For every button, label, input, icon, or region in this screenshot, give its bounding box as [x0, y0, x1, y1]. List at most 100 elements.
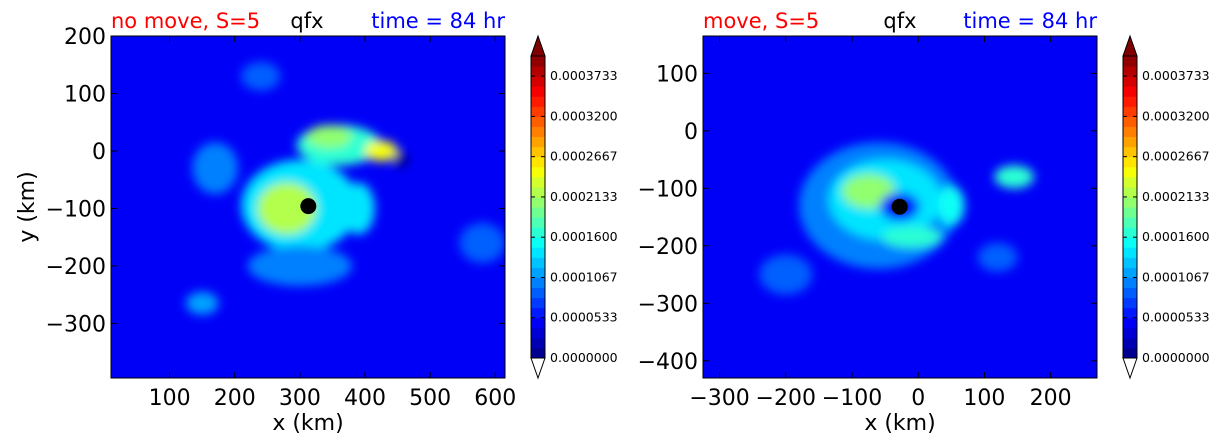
colorbar-level-1: [1123, 337, 1137, 349]
colorbar-level-7: [531, 277, 545, 289]
contour-blob-6: [994, 165, 1035, 189]
left-contour-field: [185, 61, 505, 315]
left-eye-marker: [300, 198, 317, 215]
y-tick-label: 0: [684, 120, 698, 145]
y-tick-label: 100: [64, 82, 106, 107]
colorbar-level-6: [1123, 287, 1137, 299]
contour-blob-2: [842, 173, 896, 209]
colorbar-level-28: [531, 66, 545, 77]
colorbar-level-15: [531, 196, 545, 208]
panel-left: 100 200 300 400 500 600 200 100 0 −100 −200 −300 no…: [15, 9, 516, 436]
colorbar-level-3: [531, 317, 545, 329]
colorbar-level-19: [1123, 156, 1137, 168]
contour-blob-4: [881, 226, 942, 248]
colorbar-level-5: [531, 297, 545, 309]
colorbar-level-22: [1123, 126, 1137, 138]
contour-blob-8: [247, 245, 352, 287]
right-colorbar-min-arrow: [1122, 357, 1138, 380]
contour-blob-4: [306, 125, 352, 149]
colorbar-level-16: [531, 186, 545, 198]
right-title-field: qfx: [883, 9, 916, 33]
colorbar-level-1: [531, 337, 545, 349]
colorbar-level-10: [531, 247, 545, 258]
left-plot-frame: [110, 35, 506, 379]
colorbar-level-7: [1123, 277, 1137, 289]
colorbar-level-20: [531, 146, 545, 158]
x-tick-label: −300: [689, 386, 749, 411]
contour-blob-7: [977, 242, 1018, 272]
right-plot-frame: [702, 35, 1098, 379]
colorbar-level-11: [1123, 237, 1137, 248]
contour-blob-5: [938, 185, 965, 226]
colorbar-level-11: [531, 237, 545, 248]
colorbar-level-4: [1123, 307, 1137, 319]
y-tick-label: 0: [92, 140, 106, 165]
x-tick-label: 200: [1030, 386, 1072, 411]
left-title-field: qfx: [290, 9, 323, 33]
colorbar-level-13: [531, 217, 545, 228]
colorbar-level-28: [1123, 66, 1137, 77]
y-tick-label: −200: [46, 255, 106, 280]
colorbar-tick-label: 0.0000533: [550, 310, 618, 325]
colorbar-level-22: [531, 126, 545, 138]
colorbar-level-21: [531, 136, 545, 148]
x-tick-label: −100: [822, 386, 882, 411]
colorbar-level-12: [531, 227, 545, 238]
colorbar-level-18: [531, 166, 545, 178]
colorbar-level-9: [1123, 257, 1137, 268]
contour-blob-5: [364, 140, 398, 162]
contour-blob-9: [192, 142, 238, 195]
colorbar-level-3: [1123, 317, 1137, 329]
colorbar-level-10: [1123, 247, 1137, 258]
colorbar-level-17: [531, 176, 545, 188]
colorbar-tick-label: 0.0003733: [1142, 68, 1210, 83]
contour-blob-11: [241, 61, 281, 91]
panel-right: −300 −200 −100 0 100 2001000−100−200−300−400 …: [638, 9, 1098, 436]
colorbar-tick-label: 0.0000000: [550, 350, 618, 365]
contour-blob-12: [459, 222, 505, 264]
right-eye-marker: [891, 198, 908, 215]
left-axes-ticks: 100 200 300 400 500 600 200 100 0 −100 −200 −300: [46, 25, 517, 411]
contour-blob-7: [342, 182, 375, 235]
colorbar-level-2: [1123, 327, 1137, 339]
left-y-axis-label: y (km): [15, 171, 40, 242]
left-title-condition: no move, S=5: [111, 9, 260, 33]
colorbar-level-5: [1123, 297, 1137, 309]
colorbar-level-24: [531, 106, 545, 117]
y-tick-label: 100: [656, 62, 698, 87]
colorbar-level-4: [531, 307, 545, 319]
contour-blob-8: [759, 254, 813, 295]
x-tick-label: 500: [409, 386, 451, 411]
y-tick-label: 200: [64, 25, 106, 50]
colorbar-level-26: [531, 86, 545, 97]
colorbar-level-20: [1123, 146, 1137, 158]
colorbar-tick-label: 0.0003733: [550, 68, 618, 83]
colorbar-level-8: [531, 267, 545, 278]
colorbar-tick-label: 0.0000000: [1142, 350, 1210, 365]
colorbar-tick-label: 0.0002133: [550, 189, 618, 204]
x-tick-label: 100: [149, 386, 191, 411]
right-colorbar-frame: [1122, 55, 1138, 359]
contour-blob-2: [257, 182, 317, 235]
colorbar-tick-label: 0.0002667: [550, 149, 618, 164]
y-tick-label: −400: [638, 350, 698, 375]
contour-blob-6: [392, 150, 409, 169]
colorbar-tick-label: 0.0002133: [1142, 189, 1210, 204]
colorbar-tick-label: 0.0002667: [1142, 149, 1210, 164]
colorbar-level-14: [1123, 207, 1137, 218]
colorbar-level-2: [531, 327, 545, 339]
colorbar-level-9: [531, 257, 545, 268]
y-tick-label: −200: [638, 235, 698, 260]
y-tick-label: −300: [46, 312, 106, 337]
x-tick-label: 200: [214, 386, 256, 411]
right-title-time: time = 84 hr: [963, 9, 1097, 33]
colorbar-level-6: [531, 287, 545, 299]
colorbar-level-19: [531, 156, 545, 168]
colorbar-tick-label: 0.0000533: [1142, 310, 1210, 325]
colorbar-tick-label: 0.0001600: [550, 229, 618, 244]
colorbar-tick-label: 0.0001600: [1142, 229, 1210, 244]
colorbar-level-27: [531, 76, 545, 87]
y-tick-label: −300: [638, 292, 698, 317]
